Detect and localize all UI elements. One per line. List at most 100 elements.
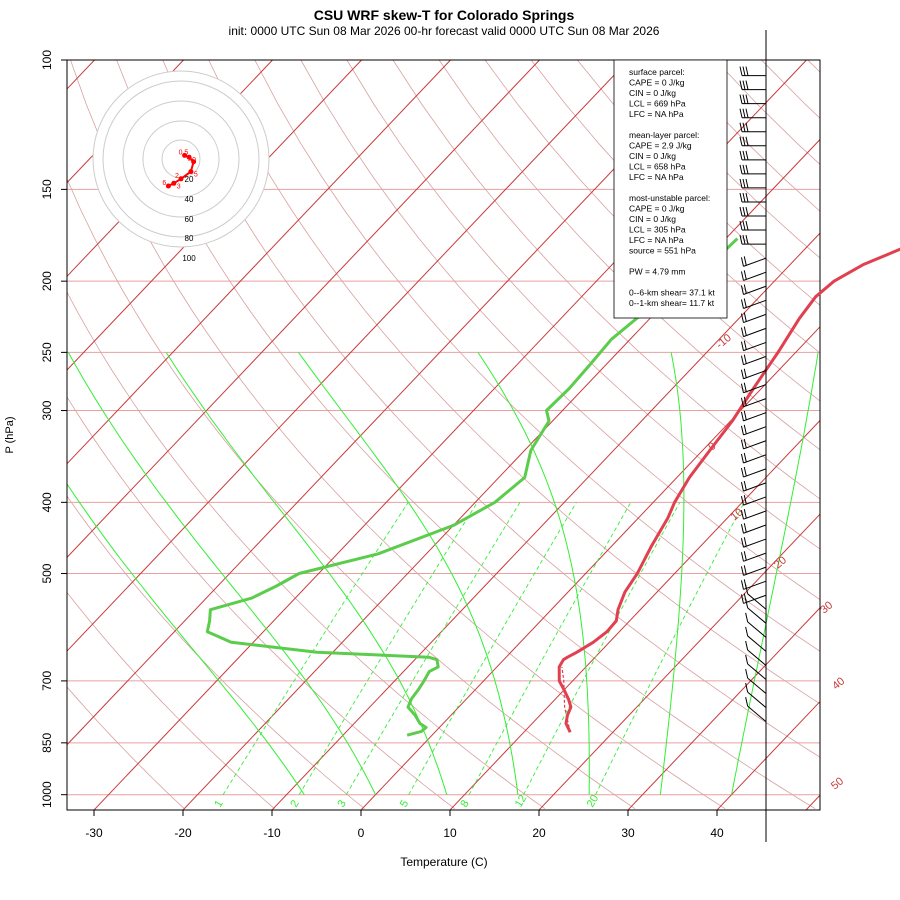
- mixing-ratio-line: [408, 502, 577, 795]
- wind-barb-flag: [745, 122, 749, 132]
- wind-barb-flag: [740, 271, 744, 281]
- mixing-ratio-line: [595, 502, 745, 795]
- wind-barb: [747, 649, 767, 666]
- stats-line: PW = 4.79 mm: [629, 267, 685, 277]
- wind-barb-flag: [740, 327, 744, 337]
- dry-adiabat-line: [854, 60, 900, 809]
- wind-barb-flag: [740, 383, 744, 393]
- plot-frame: [66, 59, 821, 811]
- hodograph-point: [188, 169, 194, 175]
- wind-barb-flag: [739, 150, 743, 160]
- moist-adiabat-line: [67, 352, 376, 795]
- moist-adiabat-line: [67, 483, 305, 795]
- wind-barb-flag: [743, 256, 747, 266]
- stats-line: CIN = 0 J/kg: [629, 151, 676, 161]
- hodograph-background: [92, 70, 270, 248]
- dewpoint-profile: [205, 237, 739, 737]
- wind-barb-flag: [739, 122, 743, 132]
- hodograph-point-label: 0: [192, 157, 196, 164]
- wind-barb-flag: [740, 313, 744, 323]
- wind-barb-flag: [740, 397, 744, 407]
- wind-barb: [747, 705, 767, 723]
- wind-barb-flag: [745, 94, 749, 104]
- wind-barb-flag: [742, 220, 746, 231]
- wind-barb: [743, 580, 767, 590]
- hodograph-ring-label: 20: [185, 175, 194, 184]
- mixing-ratio-label: 2: [288, 798, 301, 809]
- wind-barb: [747, 691, 767, 708]
- dry-adiabat-line: [761, 60, 820, 119]
- wind-barb-flag: [745, 150, 749, 160]
- wind-barb-flag: [743, 270, 747, 280]
- stats-line: CAPE = 2.9 J/kg: [629, 141, 692, 151]
- wind-barb: [747, 635, 767, 652]
- x-tick-label: 0: [358, 826, 365, 840]
- hodograph-point: [191, 159, 197, 165]
- wind-barb-flag: [745, 654, 749, 665]
- y-tick-label: 700: [40, 671, 54, 691]
- wind-barb-flag: [740, 411, 744, 421]
- y-tick-label: 100: [40, 50, 54, 70]
- x-tick-label: 20: [532, 826, 546, 840]
- isotherm-line: [67, 60, 451, 465]
- wind-barb-flag: [740, 355, 744, 365]
- stats-line: 0--1-km shear= 11.7 kt: [629, 298, 715, 308]
- hodograph-ring-label: 100: [182, 254, 196, 263]
- wind-barb-flag: [743, 410, 747, 420]
- dry-adiabat-line: [67, 178, 636, 810]
- parcel-trace: [561, 666, 571, 733]
- wind-barb: [747, 607, 767, 624]
- wind-barb-flag: [743, 466, 747, 477]
- wind-barb-flag: [743, 523, 747, 533]
- moist-adiabat-line: [731, 352, 819, 795]
- wind-barb: [743, 552, 767, 562]
- wind-barb-flag: [743, 312, 747, 322]
- isotherm-line: [538, 513, 820, 810]
- wind-barb-flag: [742, 164, 746, 174]
- wind-barb-flag: [745, 66, 749, 76]
- wind-barb-flag: [745, 640, 749, 651]
- wind-barb: [743, 496, 767, 506]
- wind-barb-flag: [739, 164, 743, 174]
- hodograph-point: [182, 152, 188, 158]
- moist-adiabat-line: [477, 352, 590, 795]
- stats-line: LFC = NA hPa: [629, 172, 684, 182]
- isotherm-line: [67, 60, 629, 652]
- wind-barb-flag: [743, 438, 747, 449]
- wind-barb-flag: [743, 495, 747, 505]
- wind-barb-flag: [739, 108, 743, 118]
- wind-barb-flag: [743, 284, 747, 294]
- hodograph-point-label: 2: [175, 173, 179, 180]
- mixing-ratio-line: [468, 502, 632, 795]
- wind-barb-flag: [740, 510, 744, 520]
- wind-barb-flag: [739, 80, 743, 90]
- wind-barb: [743, 299, 767, 309]
- stats-line: LFC = NA hPa: [629, 109, 684, 119]
- wind-barb-flag: [742, 136, 746, 146]
- hodograph-point: [178, 176, 184, 182]
- wind-barb-flag: [745, 108, 749, 118]
- stats-line: CIN = 0 J/kg: [629, 214, 676, 224]
- wind-barb-flag: [740, 594, 744, 604]
- wind-barb: [743, 412, 767, 422]
- wind-barb-flag: [740, 369, 744, 379]
- stats-line: LCL = 669 hPa: [629, 99, 686, 109]
- dry-adiabat-line: [67, 396, 455, 810]
- wind-barb-flag: [743, 354, 747, 364]
- wind-barb-flag: [740, 453, 744, 464]
- wind-barb: [743, 285, 767, 295]
- hodograph-ring: [102, 80, 260, 238]
- wind-barb-flag: [742, 80, 746, 90]
- wind-barb: [747, 621, 767, 638]
- isotherm-line: [360, 326, 820, 810]
- wind-barb-flag: [742, 150, 746, 160]
- wind-barb-flag: [745, 234, 749, 245]
- wind-barb: [743, 327, 767, 338]
- y-tick-label: 400: [40, 492, 54, 512]
- mixing-ratio-label: 8: [458, 798, 471, 809]
- x-tick-label: 30: [621, 826, 635, 840]
- wind-barb-flag: [743, 551, 747, 561]
- wind-barb-flag: [740, 257, 744, 267]
- stats-line: LCL = 658 hPa: [629, 162, 686, 172]
- moist-adiabat-line: [298, 352, 519, 795]
